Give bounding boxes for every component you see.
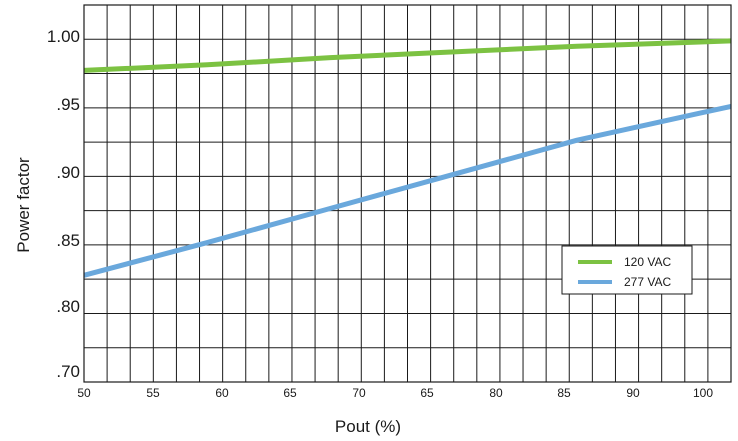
x-tick-labels: 50 55 60 65 70 65 80 85 90 100 xyxy=(77,386,713,400)
x-tick-label: 90 xyxy=(626,386,640,400)
y-tick-label: .90 xyxy=(56,163,80,182)
y-tick-label: 1.00 xyxy=(47,27,80,46)
plot-frame xyxy=(83,4,732,383)
x-tick-label: 70 xyxy=(352,386,366,400)
x-tick-label: 100 xyxy=(693,386,713,400)
legend-box xyxy=(561,245,693,295)
legend: 120 VAC 277 VAC xyxy=(561,245,693,295)
legend-label-277-vac: 277 VAC xyxy=(624,275,671,289)
x-tick-label: 50 xyxy=(77,386,91,400)
legend-label-120-vac: 120 VAC xyxy=(624,255,671,269)
x-tick-label: 55 xyxy=(146,386,160,400)
plot-frame-layer xyxy=(83,4,732,383)
x-tick-label: 65 xyxy=(283,386,297,400)
grid xyxy=(84,5,731,382)
series-line-277-vac xyxy=(83,103,732,278)
y-tick-label: .80 xyxy=(56,297,80,316)
y-tick-label: .70 xyxy=(56,362,80,381)
y-tick-label: .85 xyxy=(56,231,80,250)
x-tick-label: 85 xyxy=(557,386,571,400)
y-tick-label: .95 xyxy=(56,95,80,114)
x-tick-label: 65 xyxy=(420,386,434,400)
series-line-120-vac xyxy=(83,38,732,73)
y-tick-labels: .70 .80 .85 .90 .95 1.00 xyxy=(47,27,80,381)
y-axis-label: Power factor xyxy=(14,157,33,253)
x-axis-label: Pout (%) xyxy=(335,417,401,436)
x-tick-label: 60 xyxy=(215,386,229,400)
x-tick-label: 80 xyxy=(489,386,503,400)
series-layer xyxy=(83,38,732,278)
